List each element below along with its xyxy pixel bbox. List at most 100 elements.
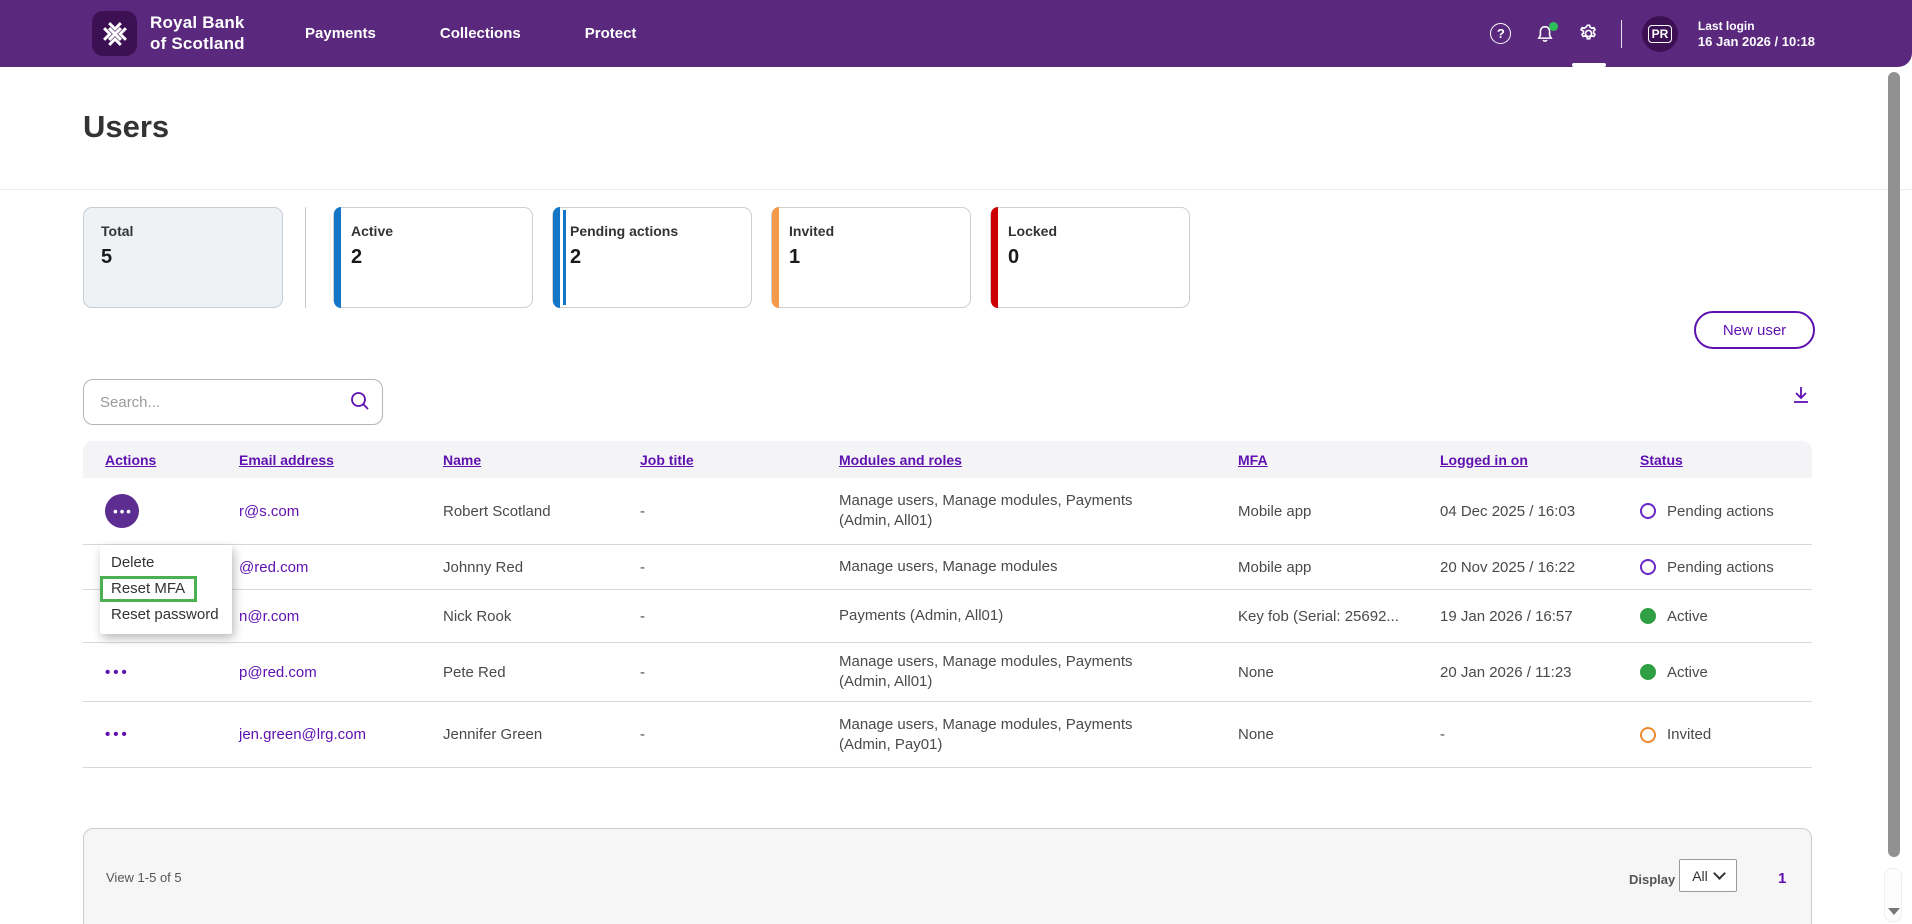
card-pending-actions[interactable]: Pending actions 2 [552, 207, 752, 308]
nav-collections[interactable]: Collections [439, 25, 521, 42]
card-total[interactable]: Total 5 [83, 207, 283, 308]
table-row: ••• r@s.com Robert Scotland - Manage use… [83, 478, 1812, 545]
status-label: Pending actions [1667, 558, 1774, 576]
display-count-select[interactable]: All [1679, 859, 1737, 892]
status-pending-icon [1640, 559, 1656, 575]
invited-accent-stripe [772, 207, 779, 308]
status-label: Active [1667, 607, 1708, 625]
status-label: Invited [1667, 726, 1712, 743]
logged-in-on: - [1440, 726, 1445, 743]
display-label: Display [1629, 872, 1676, 887]
rbs-daisy-icon [102, 21, 127, 46]
scrollbar-down-arrow[interactable] [1888, 908, 1900, 915]
row-actions-menu-button[interactable]: ••• [105, 726, 130, 743]
nav-protect[interactable]: Protect [584, 25, 637, 42]
search-input[interactable] [83, 379, 383, 425]
job-title: - [640, 558, 645, 576]
user-name: Robert Scotland [443, 502, 551, 520]
email-link[interactable]: p@red.com [239, 663, 317, 681]
new-user-button[interactable]: New user [1694, 311, 1815, 349]
display-count-value: All [1692, 867, 1708, 884]
user-name: Pete Red [443, 663, 506, 681]
pending-accent-stripe [553, 207, 560, 308]
email-link[interactable]: r@s.com [239, 502, 300, 520]
title-band: Users [0, 67, 1912, 190]
row-actions-menu-button[interactable]: ••• [105, 663, 130, 681]
users-table: Actions Email address Name Job title Mod… [83, 441, 1812, 768]
col-logged-in[interactable]: Logged in on [1440, 451, 1528, 468]
mfa-method: Mobile app [1238, 502, 1312, 520]
status-cell: Invited [1640, 726, 1812, 743]
search-box [83, 379, 383, 425]
brand-name: Royal Bank of Scotland [150, 13, 245, 53]
rbs-logo[interactable] [92, 11, 137, 56]
table-header-row: Actions Email address Name Job title Mod… [83, 441, 1812, 478]
job-title: - [640, 663, 645, 681]
locked-accent-stripe [991, 207, 998, 308]
download-icon[interactable] [1789, 383, 1813, 407]
cards-divider [305, 207, 306, 308]
page-number[interactable]: 1 [1778, 870, 1787, 887]
user-name: Johnny Red [443, 558, 524, 576]
search-icon[interactable] [349, 390, 371, 412]
status-pending-icon [1640, 503, 1656, 519]
help-icon[interactable]: ? [1489, 22, 1513, 46]
col-status[interactable]: Status [1640, 451, 1683, 468]
row-actions-menu-button-open[interactable]: ••• [105, 494, 139, 528]
mfa-method: None [1238, 663, 1274, 681]
gear-icon[interactable] [1571, 22, 1606, 67]
chevron-down-icon [1712, 866, 1726, 880]
email-link[interactable]: n@r.com [239, 607, 300, 625]
card-active[interactable]: Active 2 [333, 207, 533, 308]
logged-in-on: 20 Jan 2026 / 11:23 [1440, 663, 1572, 681]
mfa-method: Key fob (Serial: 25692... [1238, 607, 1399, 625]
modules-roles: Payments (Admin, All01) [839, 607, 1004, 624]
modules-roles: Manage users, Manage modules [839, 558, 1058, 575]
user-name: Jennifer Green [443, 726, 543, 743]
scrollbar-thumb[interactable] [1888, 72, 1900, 857]
modules-roles: Manage users, Manage modules, Payments (… [839, 715, 1133, 753]
bell-icon[interactable] [1533, 21, 1558, 46]
card-invited[interactable]: Invited 1 [771, 207, 971, 308]
col-actions[interactable]: Actions [105, 451, 157, 468]
notification-dot [1548, 21, 1558, 31]
menu-item-reset-mfa[interactable]: Reset MFA [100, 576, 197, 602]
table-row: ••• @red.com Johnny Red - Manage users, … [83, 545, 1812, 590]
status-label: Pending actions [1667, 502, 1774, 520]
pending-accent-stripe-inner [563, 210, 566, 305]
avatar[interactable]: PR [1641, 15, 1678, 52]
menu-item-reset-password[interactable]: Reset password [111, 606, 219, 623]
col-name[interactable]: Name [443, 451, 482, 468]
email-link[interactable]: jen.green@lrg.com [239, 726, 366, 743]
status-cell: Active [1640, 608, 1812, 625]
nav-payments[interactable]: Payments [305, 25, 376, 42]
col-email[interactable]: Email address [239, 451, 334, 468]
job-title: - [640, 726, 645, 743]
view-range-text: View 1-5 of 5 [106, 870, 182, 885]
table-row: ••• jen.green@lrg.com Jennifer Green - M… [83, 702, 1812, 768]
col-modules[interactable]: Modules and roles [839, 451, 962, 468]
table-row: ••• n@r.com Nick Rook - Payments (Admin,… [83, 590, 1812, 643]
mfa-method: Mobile app [1238, 558, 1312, 576]
col-job-title[interactable]: Job title [640, 451, 694, 468]
logged-in-on: 04 Dec 2025 / 16:03 [1440, 502, 1576, 520]
status-active-icon [1640, 664, 1656, 680]
email-link[interactable]: @red.com [239, 558, 309, 576]
modules-roles: Manage users, Manage modules, Payments (… [839, 653, 1133, 690]
status-cell: Pending actions [1640, 559, 1812, 576]
logged-in-on: 20 Nov 2025 / 16:22 [1440, 558, 1576, 576]
app-header: Royal Bank of Scotland Payments Collecti… [0, 0, 1912, 67]
card-locked[interactable]: Locked 0 [990, 207, 1190, 308]
main-nav: Payments Collections Protect [305, 0, 636, 67]
table-footer: View 1-5 of 5 Display All 1 [83, 828, 1812, 924]
row-actions-context-menu: Delete Reset MFA Reset password [100, 545, 232, 634]
menu-item-delete[interactable]: Delete [111, 554, 155, 571]
status-active-icon [1640, 608, 1656, 624]
col-mfa[interactable]: MFA [1238, 451, 1268, 468]
status-invited-icon [1640, 726, 1656, 743]
status-cell: Active [1640, 664, 1812, 681]
mfa-method: None [1238, 726, 1274, 743]
status-cell: Pending actions [1640, 503, 1812, 520]
logged-in-on: 19 Jan 2026 / 16:57 [1440, 607, 1573, 625]
